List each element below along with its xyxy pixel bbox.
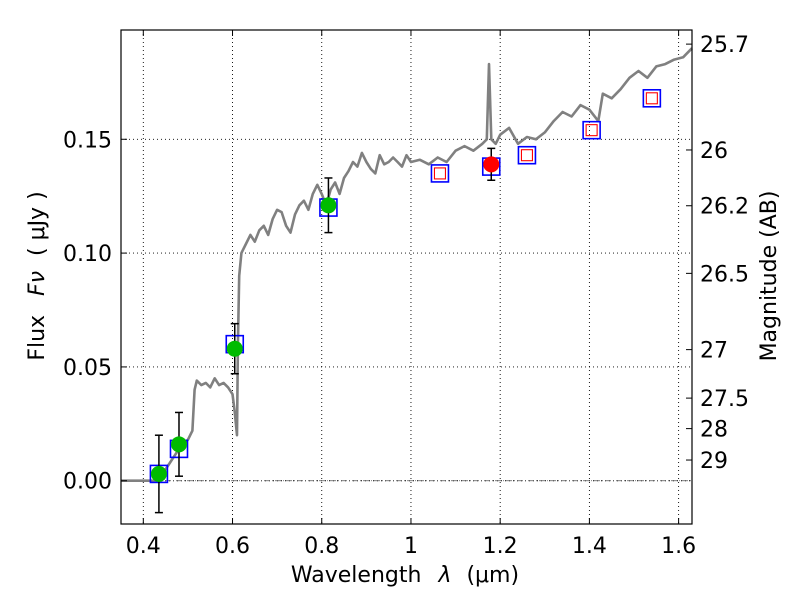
flux-detection-point-0-0	[150, 465, 167, 482]
marker-layer	[149, 88, 662, 514]
right-axis-label: Magnitude (AB)	[757, 191, 782, 362]
upper-limit-marker-2	[585, 124, 598, 137]
x-tick-label-3: 1	[404, 534, 418, 559]
magnitude-tick-label-4: 27	[700, 339, 728, 364]
magnitude-tick-label-1: 26	[700, 139, 728, 164]
y-axis-label: Flux Fν ( μJy )	[25, 191, 50, 360]
flux-detection-point-0-2	[226, 340, 243, 357]
axis-layer: 0.4 0.6 0.8 1 1.2 1.4 1.6 0.00 0.05 0.10 0.15 25.7 2…	[63, 30, 749, 559]
x-tick-label-2: 0.8	[304, 534, 339, 559]
flux-detection-point-0-3	[320, 197, 337, 214]
upper-limit-marker-0	[433, 167, 447, 180]
y-tick-label-2: 0.10	[63, 242, 112, 267]
upper-limit-marker-3	[645, 92, 658, 105]
spectrum-layer	[121, 47, 693, 482]
flux-detection-point-0-1	[170, 436, 187, 453]
x-tick-label-5: 1.4	[572, 534, 607, 559]
magnitude-tick-label-0: 25.7	[700, 33, 749, 58]
x-tick-label-4: 1.2	[483, 534, 518, 559]
y-tick-label-1: 0.05	[63, 356, 112, 381]
x-tick-label-1: 0.6	[215, 534, 250, 559]
magnitude-tick-label-5: 27.5	[700, 387, 749, 412]
flux-detection-point-1-0	[483, 156, 500, 173]
x-tick-label-6: 1.6	[661, 534, 696, 559]
model-photometry-marker-8	[642, 88, 662, 108]
magnitude-tick-label-2: 26.2	[700, 195, 749, 220]
y-tick-label-0: 0.00	[63, 470, 112, 495]
magnitude-tick-label-3: 26.5	[700, 262, 749, 287]
model-photometry-marker-4	[430, 164, 450, 183]
model-spectrum-line	[121, 47, 693, 482]
upper-limit-marker-1	[520, 149, 533, 162]
x-axis-label: Wavelength λ (μm)	[291, 563, 519, 588]
x-tick-label-0: 0.4	[126, 534, 161, 559]
magnitude-tick-label-7: 29	[700, 449, 728, 474]
model-photometry-marker-6	[517, 145, 537, 165]
model-photometry-marker-7	[582, 120, 601, 140]
y-tick-label-3: 0.15	[63, 128, 112, 153]
plot-frame	[120, 29, 693, 525]
magnitude-tick-label-6: 28	[700, 418, 728, 443]
